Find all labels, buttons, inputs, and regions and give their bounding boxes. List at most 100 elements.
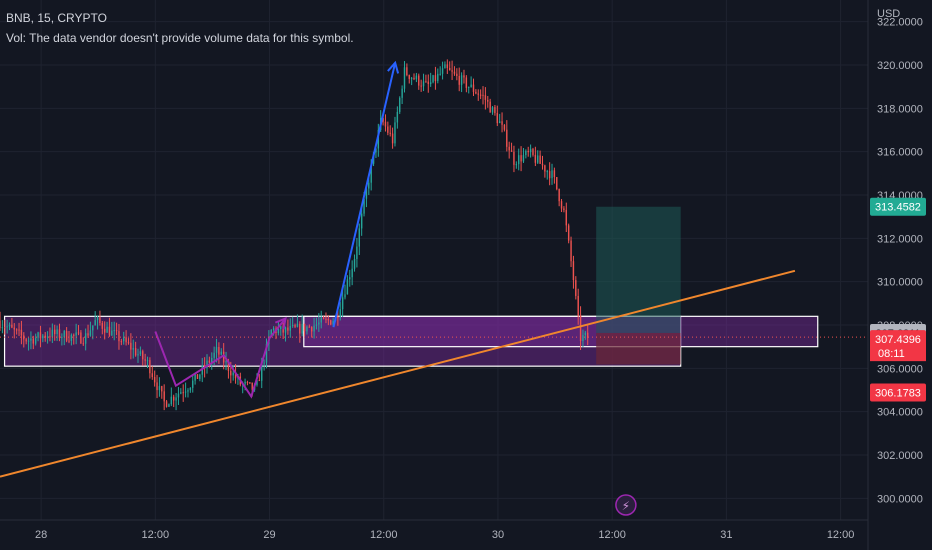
drawing-zones[interactable] [3, 315, 819, 367]
candle-body [51, 329, 54, 337]
countdown-label: 08:11 [878, 348, 905, 360]
candle-body [82, 343, 84, 345]
candle-body [353, 258, 356, 269]
candle-body [482, 94, 484, 96]
candle-body [579, 315, 582, 341]
candle-body [389, 132, 391, 134]
candle-body [479, 94, 482, 96]
candle-body [401, 88, 403, 98]
candle-body [251, 382, 253, 390]
target-zone[interactable] [596, 206, 681, 333]
price-tag-label: 307.4396 [875, 334, 921, 346]
candle-body [403, 67, 406, 89]
candle-body [94, 320, 96, 326]
candle-body [8, 324, 11, 327]
candle-body [113, 330, 115, 332]
candle-body [227, 361, 230, 371]
candle-body [265, 343, 268, 363]
candle-body [208, 360, 211, 363]
candle-body [213, 352, 215, 358]
candle-body [18, 329, 20, 331]
price-tag [870, 383, 926, 402]
arrow-blue[interactable] [332, 62, 397, 328]
candle-body [287, 327, 289, 331]
candle-body [299, 323, 301, 334]
candle-body [384, 121, 387, 127]
candle-body [425, 81, 427, 83]
candle-body [501, 121, 503, 125]
y-tick-label: 310.0000 [877, 277, 923, 289]
candle-body [330, 320, 332, 325]
candle-body [548, 171, 551, 179]
candle-body [137, 354, 139, 356]
countdown-tag [870, 345, 926, 362]
arrow-purple[interactable] [154, 317, 287, 399]
candle-body [32, 338, 35, 344]
candle-body [270, 329, 272, 337]
candle-body [180, 392, 182, 394]
candle-body [49, 336, 51, 338]
candle-body [527, 150, 529, 153]
candle-body [489, 101, 491, 113]
candle-body [294, 325, 296, 327]
candle-body [487, 99, 489, 102]
candle-body [584, 332, 587, 336]
candle-body [244, 381, 246, 384]
candle-body [89, 330, 92, 336]
trendline[interactable] [0, 269, 796, 478]
candle-body [196, 374, 199, 379]
y-tick-label: 320.0000 [877, 60, 923, 72]
candle-body [258, 380, 261, 382]
event-circle[interactable] [615, 494, 637, 516]
candle-body [498, 121, 501, 124]
candle-body [472, 84, 475, 92]
candle-body [322, 317, 325, 319]
candle-body [365, 188, 368, 199]
candle-body [256, 380, 258, 385]
candle-body [280, 326, 282, 330]
candle-body [194, 374, 196, 381]
event-marker[interactable]: ⚡ [615, 494, 637, 516]
candle-body [115, 330, 118, 332]
stop-zone[interactable] [596, 332, 681, 365]
candle-body [125, 337, 127, 343]
drawing-lines[interactable] [0, 60, 868, 478]
candle-body [567, 225, 570, 241]
candle-body [325, 318, 327, 320]
zone-rectangle-1[interactable] [3, 315, 682, 367]
candle-body [103, 328, 106, 333]
candle-body [13, 327, 15, 330]
candle-body [434, 75, 437, 81]
candle-body [61, 337, 63, 339]
candle-body [553, 170, 556, 178]
candle-body [56, 329, 58, 335]
candle-body [491, 107, 494, 113]
candle-body [468, 86, 470, 88]
candle-body [506, 129, 508, 147]
candle-body [586, 332, 589, 338]
currency-label[interactable]: USD [877, 8, 901, 20]
candle-body [39, 332, 42, 339]
candle-body [408, 75, 410, 79]
candle-body [220, 351, 222, 355]
candle-body [537, 155, 539, 163]
candle-body [0, 320, 1, 329]
candle-body [446, 64, 449, 69]
candle-body [339, 309, 341, 318]
candle-body [218, 347, 220, 355]
candle-body [199, 374, 201, 379]
candle-body [444, 64, 446, 69]
candle-body [37, 332, 39, 338]
candle-body [54, 329, 56, 335]
candle-body [410, 77, 413, 79]
candle-body [327, 318, 330, 321]
candle-body [151, 373, 153, 377]
candle-body [582, 335, 584, 341]
candle-body [158, 386, 161, 391]
candle-body [284, 327, 287, 333]
long-position-tool[interactable] [596, 206, 681, 365]
symbol-title[interactable]: BNB, 15, CRYPTO [6, 11, 107, 25]
candle-body [394, 122, 396, 144]
candle-body [575, 280, 577, 296]
